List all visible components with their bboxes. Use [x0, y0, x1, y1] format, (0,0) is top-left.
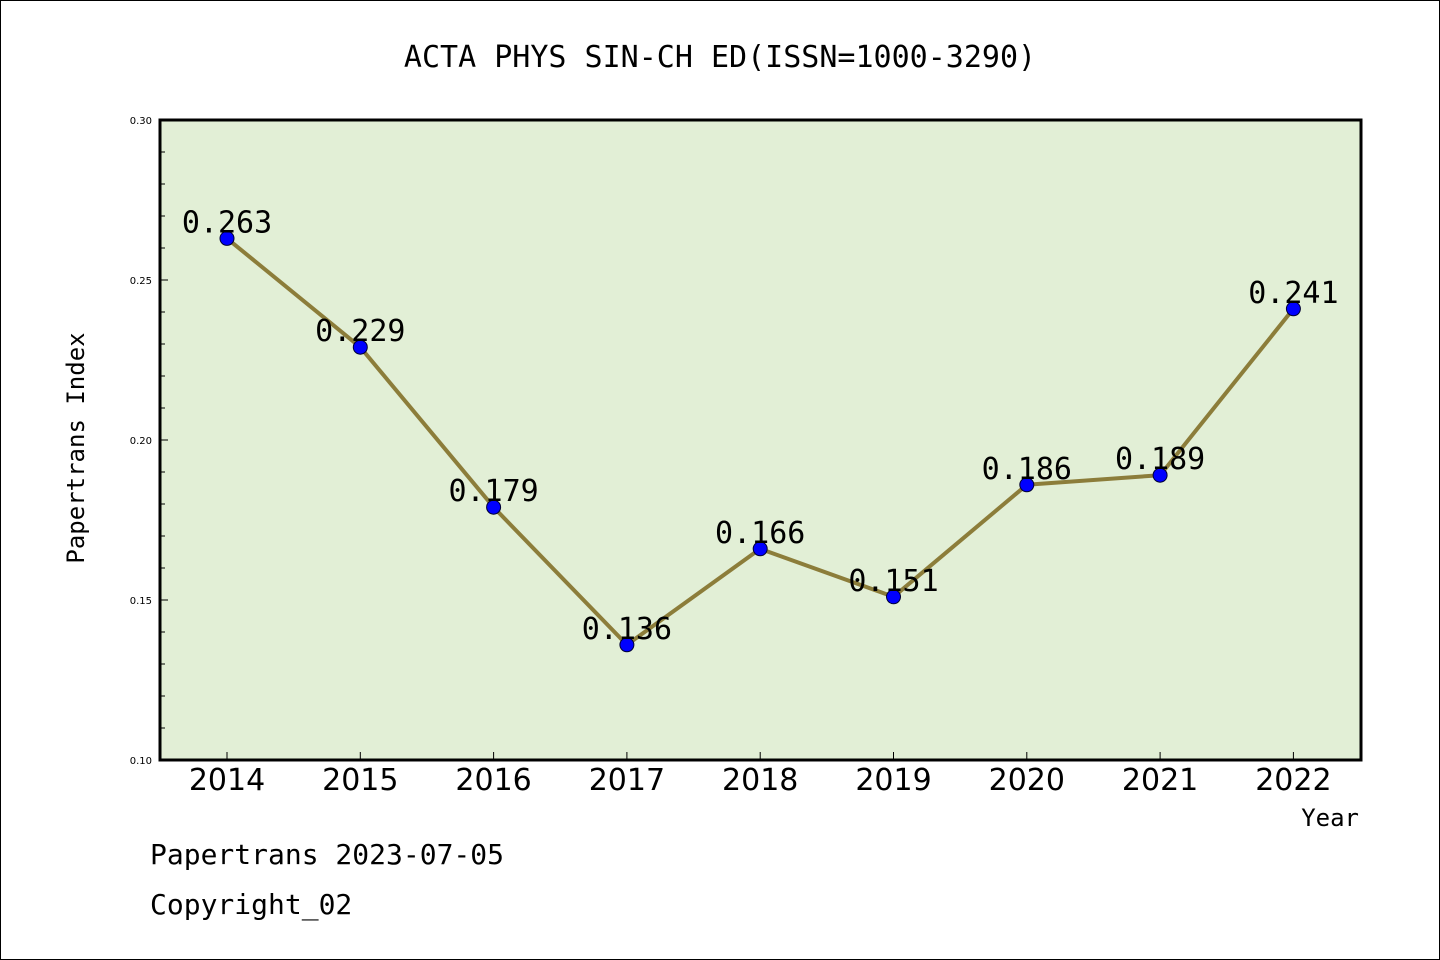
data-label: 0.179	[448, 474, 538, 509]
x-axis: 2014 2015 2016 2017 2018 2019 2020 2021 2022	[189, 752, 1332, 798]
data-labels: 0.263 0.229 0.179 0.136 0.166 0.151 0.186 0.189…	[182, 205, 1339, 646]
data-label: 0.229	[315, 314, 405, 349]
data-label: 0.263	[182, 205, 272, 240]
x-tick-label: 2020	[989, 763, 1065, 798]
x-tick-label: 2018	[722, 763, 798, 798]
series-line-group	[219, 230, 1301, 653]
data-point	[352, 339, 368, 355]
y-tick-label: 0.15	[130, 596, 152, 607]
y-tick-label: 0.10	[130, 756, 152, 767]
data-point	[1285, 301, 1301, 317]
chart-title: ACTA PHYS SIN-CH ED(ISSN=1000-3290)	[404, 40, 1036, 75]
footer-date: Papertrans 2023-07-05	[150, 838, 504, 871]
y-tick-label: 0.30	[130, 116, 152, 127]
y-axis-label: Papertrans Index	[62, 332, 90, 563]
x-tick-label: 2015	[322, 763, 398, 798]
plot-area	[158, 118, 1363, 762]
data-label: 0.166	[715, 516, 805, 551]
data-label: 0.186	[982, 452, 1072, 487]
data-point	[219, 230, 235, 246]
data-label: 0.189	[1115, 442, 1205, 477]
y-tick-label: 0.20	[130, 436, 152, 447]
x-tick-label: 2022	[1255, 763, 1331, 798]
data-point	[619, 637, 635, 653]
y-axis: 0.10 0.15 0.20 0.25 0.30	[130, 116, 168, 767]
x-tick-label: 2019	[855, 763, 931, 798]
x-tick-label: 2016	[455, 763, 531, 798]
data-point	[886, 589, 901, 605]
data-point	[1152, 467, 1168, 483]
y-tick-label: 0.25	[130, 276, 152, 287]
x-tick-label: 2014	[189, 763, 265, 798]
data-label: 0.136	[582, 612, 672, 647]
x-axis-label: Year	[1301, 804, 1359, 832]
x-tick-label: 2021	[1122, 763, 1198, 798]
data-label: 0.151	[848, 564, 938, 599]
footer-copyright: Copyright_02	[150, 888, 352, 922]
data-point	[752, 541, 768, 557]
data-label: 0.241	[1248, 276, 1338, 311]
x-tick-label: 2017	[589, 763, 665, 798]
data-point	[486, 499, 502, 515]
data-point	[1019, 477, 1035, 493]
